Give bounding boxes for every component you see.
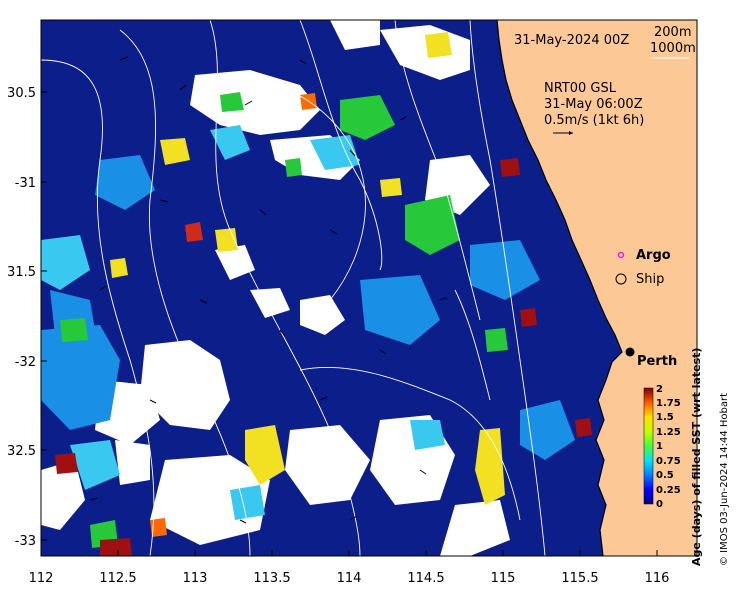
y-axis: 30.5 -31 31.5 -32 32.5 -33 [7,86,47,549]
depth-contours [41,20,546,556]
coastline [496,20,623,556]
y-tick-label: -33 [15,534,36,549]
map-plot-area [41,20,697,556]
ship-marker [615,273,627,285]
colorbar-tick: 0.5 [656,470,674,481]
colorbar-tick: 1 [656,441,663,452]
x-tick-label: 115.5 [561,571,598,586]
perth-marker [625,347,635,357]
current-scale-arrowhead [569,131,573,135]
colorbar-title: Age (days) of filled SST (wrt latest) [690,348,703,566]
colorbar-tick: 2 [656,384,663,395]
current-vectors [89,56,448,524]
y-tick-label: 30.5 [7,86,36,101]
contour-label-1000m: 1000m [650,41,696,56]
x-tick-label: 113.5 [253,571,290,586]
old-age-patches [55,93,592,556]
current-model-label: NRT00 GSL [544,81,617,96]
perth-label: Perth [637,354,677,369]
x-tick-label: 114.5 [407,571,444,586]
current-scale-label: 0.5m/s (1kt 6h) [544,113,644,128]
colorbar-tick: 0.75 [656,456,681,467]
colorbar-tick: 0.25 [656,485,681,496]
credit-text: © IMOS 03-Jun-2024 14:44 Hobart [719,393,730,566]
x-tick-label: 114 [337,571,362,586]
colorbar-tick: 1.75 [656,398,681,409]
y-tick-label: -32 [15,355,36,370]
y-tick-label: -31 [15,176,36,191]
x-tick-label: 112.5 [99,571,136,586]
argo-marker [617,251,625,259]
colorbar-tick: 0 [656,499,663,510]
argo-legend-label: Argo [636,248,671,263]
x-tick-label: 113 [183,571,208,586]
yellow-patches [110,32,505,505]
y-tick-label: 31.5 [7,265,36,280]
x-tick-label: 115 [491,571,516,586]
current-time-label: 31-May 06:00Z [544,97,643,112]
y-tick-label: 32.5 [7,444,36,459]
colorbar-tick: 1.25 [656,427,681,438]
plot-frame [40,19,698,557]
x-tick-label: 112 [29,571,54,586]
x-tick-label: 116 [645,571,670,586]
date-label: 31-May-2024 00Z [514,33,629,48]
colorbar-gradient [643,387,654,505]
ship-legend-label: Ship [636,272,664,287]
no-data-patches [41,20,510,556]
x-axis: 112 112.5 113 113.5 114 114.5 115 115.5 … [29,550,670,586]
contour-label-200m: 200m [654,25,691,40]
colorbar: 2 1.75 1.5 1.25 1 0.75 0.5 0.25 0 [643,384,681,510]
colorbar-tick: 1.5 [656,412,674,423]
mid-age-patches [41,125,575,520]
